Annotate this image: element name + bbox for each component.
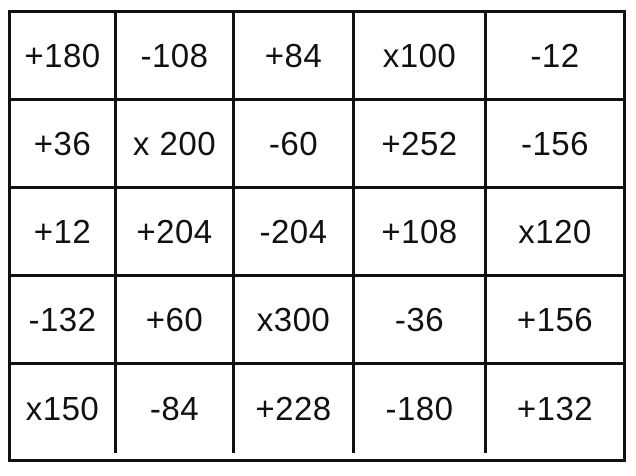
grid-cell: -180 [355, 365, 487, 453]
grid-cell: +12 [11, 189, 117, 277]
grid-cell: -204 [235, 189, 355, 277]
grid-cell: +60 [117, 277, 235, 365]
grid-cell: -132 [11, 277, 117, 365]
grid-cell: -84 [117, 365, 235, 453]
grid-cell: -156 [487, 101, 623, 189]
grid-cell: x100 [355, 13, 487, 101]
grid-cell: +180 [11, 13, 117, 101]
grid-cell: +156 [487, 277, 623, 365]
grid-cell: +204 [117, 189, 235, 277]
grid-cell: -12 [487, 13, 623, 101]
grid-cell: -60 [235, 101, 355, 189]
grid-cell: +252 [355, 101, 487, 189]
operation-grid: +180 -108 +84 x100 -12 +36 x 200 -60 +25… [8, 10, 626, 462]
grid-cell: +36 [11, 101, 117, 189]
grid-cell: x300 [235, 277, 355, 365]
grid-cell: -108 [117, 13, 235, 101]
grid-cell: -36 [355, 277, 487, 365]
grid-cell: x120 [487, 189, 623, 277]
grid-cell: +108 [355, 189, 487, 277]
grid-cell: x150 [11, 365, 117, 453]
grid-cell: x 200 [117, 101, 235, 189]
grid-cell: +228 [235, 365, 355, 453]
grid-cell: +132 [516, 390, 594, 427]
grid-cell: +84 [235, 13, 355, 101]
